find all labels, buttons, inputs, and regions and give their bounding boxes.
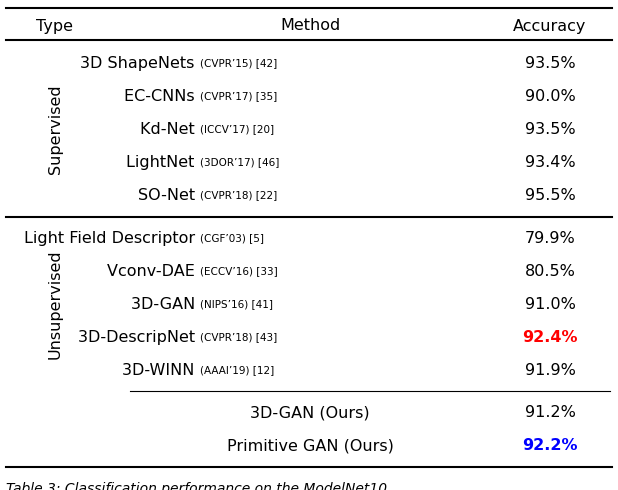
- Text: Accuracy: Accuracy: [514, 19, 586, 33]
- Text: 3D-WINN: 3D-WINN: [122, 363, 200, 377]
- Text: (NIPS’16) [41]: (NIPS’16) [41]: [200, 299, 273, 309]
- Text: 90.0%: 90.0%: [525, 89, 575, 103]
- Text: 93.4%: 93.4%: [525, 155, 575, 170]
- Text: 80.5%: 80.5%: [525, 264, 575, 278]
- Text: (ECCV’16) [33]: (ECCV’16) [33]: [200, 266, 277, 276]
- Text: LightNet: LightNet: [127, 155, 200, 170]
- Text: (CVPR’18) [43]: (CVPR’18) [43]: [200, 332, 277, 342]
- Text: SO-Net: SO-Net: [138, 188, 200, 202]
- Text: (ICCV’17) [20]: (ICCV’17) [20]: [200, 124, 274, 134]
- Text: 91.0%: 91.0%: [525, 296, 575, 312]
- Text: Table 3: Classification performance on the ModelNet10: Table 3: Classification performance on t…: [6, 482, 387, 490]
- Text: Method: Method: [280, 19, 340, 33]
- Text: 3D-GAN: 3D-GAN: [130, 296, 200, 312]
- Text: Vconv-DAE: Vconv-DAE: [107, 264, 200, 278]
- Text: (CVPR’18) [22]: (CVPR’18) [22]: [200, 190, 277, 200]
- Text: Supervised: Supervised: [48, 84, 62, 174]
- Text: 93.5%: 93.5%: [525, 122, 575, 137]
- Text: 79.9%: 79.9%: [525, 230, 575, 245]
- Text: EC-CNNs: EC-CNNs: [124, 89, 200, 103]
- Text: (AAAI’19) [12]: (AAAI’19) [12]: [200, 365, 274, 375]
- Text: (CVPR’15) [42]: (CVPR’15) [42]: [200, 58, 277, 68]
- Text: 91.9%: 91.9%: [525, 363, 575, 377]
- Text: 95.5%: 95.5%: [525, 188, 575, 202]
- Text: (3DOR’17) [46]: (3DOR’17) [46]: [200, 157, 279, 167]
- Text: 3D ShapeNets: 3D ShapeNets: [80, 55, 200, 71]
- Text: 3D-DescripNet: 3D-DescripNet: [78, 329, 200, 344]
- Text: 91.2%: 91.2%: [525, 405, 575, 420]
- Text: (CVPR’17) [35]: (CVPR’17) [35]: [200, 91, 277, 101]
- Text: Type: Type: [36, 19, 74, 33]
- Text: (CGF’03) [5]: (CGF’03) [5]: [200, 233, 264, 243]
- Text: Primitive GAN (Ours): Primitive GAN (Ours): [227, 439, 394, 453]
- Text: 93.5%: 93.5%: [525, 55, 575, 71]
- Text: Unsupervised: Unsupervised: [48, 249, 62, 359]
- Text: 92.2%: 92.2%: [522, 439, 578, 453]
- Text: 3D-GAN (Ours): 3D-GAN (Ours): [250, 405, 370, 420]
- Text: Light Field Descriptor: Light Field Descriptor: [23, 230, 200, 245]
- Text: 92.4%: 92.4%: [522, 329, 578, 344]
- Text: Kd-Net: Kd-Net: [140, 122, 200, 137]
